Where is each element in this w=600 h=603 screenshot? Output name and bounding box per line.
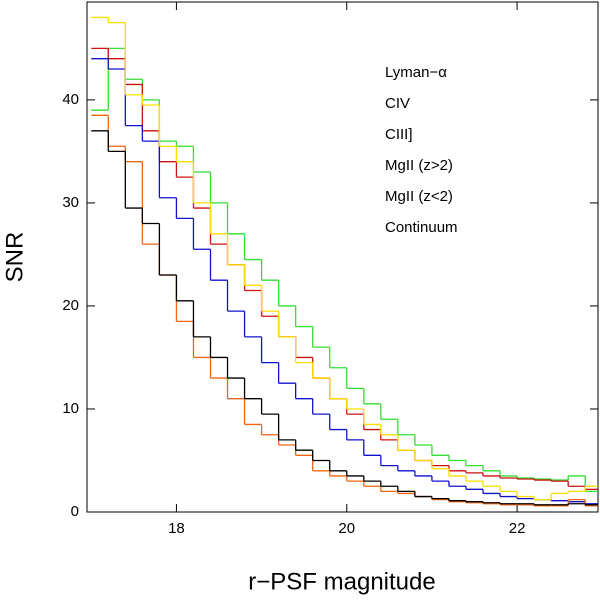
x-tick-label: 22 <box>509 520 526 537</box>
y-tick-label: 20 <box>62 297 79 314</box>
x-tick-label: 20 <box>338 520 355 537</box>
legend-entry: CIII] <box>385 126 413 143</box>
y-tick-label: 10 <box>62 400 79 417</box>
plot-frame <box>86 1 599 513</box>
legend-entry: MgII (z<2) <box>385 188 453 205</box>
legend-entry: Lyman−α <box>385 64 447 81</box>
x-tick-label: 18 <box>168 520 185 537</box>
y-tick-label: 0 <box>71 503 79 520</box>
legend-entry: CIV <box>385 95 410 112</box>
legend-entry: MgII (z>2) <box>385 157 453 174</box>
y-axis-label: SNR <box>1 232 28 283</box>
legend-entry: Continuum <box>385 219 458 236</box>
y-tick-label: 40 <box>62 91 79 108</box>
x-axis-label: r−PSF magnitude <box>248 568 435 595</box>
y-tick-label: 30 <box>62 194 79 211</box>
